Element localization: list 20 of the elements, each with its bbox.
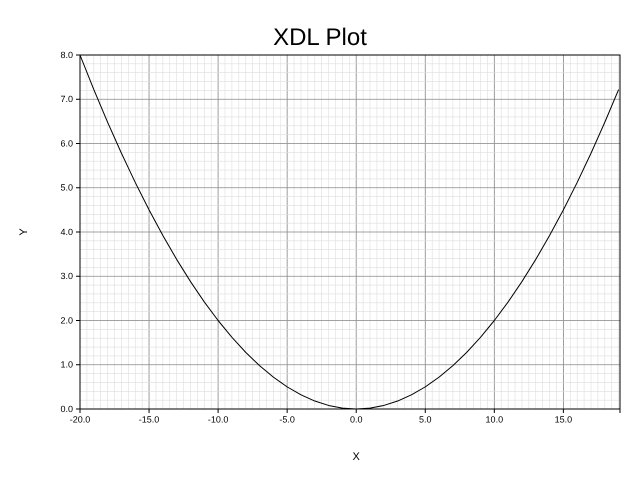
x-tick-label: 10.0: [486, 414, 504, 424]
y-tick-label: 6.0: [60, 138, 73, 148]
y-tick-label: 3.0: [60, 271, 73, 282]
x-tick-label: -10.0: [208, 414, 228, 424]
x-tick-label: -15.0: [138, 414, 160, 424]
chart-title: XDL Plot: [273, 24, 368, 51]
x-tick-label: 15.0: [554, 414, 572, 424]
y-tick-label: 5.0: [60, 182, 73, 193]
x-tick-label: -5.0: [279, 414, 295, 424]
y-tick-label: 2.0: [60, 315, 73, 326]
y-tick-label: 0.0: [60, 404, 73, 414]
y-tick-label: 8.0: [60, 50, 73, 60]
x-tick-label: -20.0: [70, 414, 90, 424]
y-axis-title: Y: [18, 228, 30, 236]
x-axis-title: X: [352, 451, 361, 463]
y-tick-label: 1.0: [60, 360, 73, 370]
x-tick-label: 0.0: [350, 414, 362, 424]
y-tick-label: 4.0: [60, 226, 73, 237]
x-tick-label: 5.0: [419, 414, 432, 424]
y-tick-label: 7.0: [60, 94, 73, 104]
